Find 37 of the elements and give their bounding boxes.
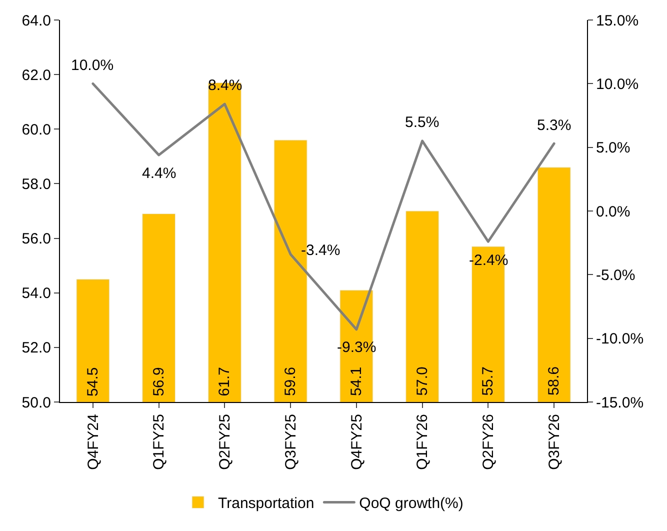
data-label: 10.0%: [71, 57, 114, 74]
x-tick-label: Q1FY26: [414, 414, 432, 470]
y2-tick-label: -5.0%: [596, 266, 636, 284]
x-tick-label: Q1FY25: [150, 414, 168, 470]
x-tick-label: Q2FY26: [480, 414, 498, 470]
data-label: 58.6: [546, 366, 563, 396]
data-label: 5.5%: [405, 114, 440, 131]
legend-label: Transportation: [218, 495, 314, 512]
data-label: 55.7: [480, 366, 497, 396]
y-tick-label: 52.0: [22, 340, 51, 357]
data-label: 54.5: [84, 367, 102, 396]
y2-tick-label: 5.0%: [596, 140, 630, 157]
y2-tick-label: -15.0%: [596, 394, 644, 412]
data-label: 57.0: [414, 366, 431, 396]
y-tick-label: 62.0: [22, 66, 51, 84]
data-label: 59.6: [282, 366, 300, 396]
data-label: 4.4%: [142, 165, 176, 182]
y-tick-label: 54.0: [22, 285, 51, 302]
y2-tick-label: 15.0%: [596, 12, 639, 30]
legend-label: QoQ growth(%): [359, 495, 464, 512]
y2-tick-label: 0.0%: [596, 203, 630, 220]
x-tick-label: Q4FY25: [348, 414, 366, 470]
x-tick-label: Q2FY25: [216, 414, 234, 470]
x-tick-label: Q3FY26: [546, 414, 563, 470]
y2-tick-label: -10.0%: [596, 330, 644, 348]
x-tick-label: Q3FY25: [282, 414, 300, 470]
data-label: 54.1: [348, 366, 365, 396]
data-label: 61.7: [216, 366, 234, 396]
y-tick-label: 64.0: [22, 12, 51, 30]
y2-tick-label: 10.0%: [596, 76, 639, 93]
data-label: 5.3%: [537, 117, 572, 134]
x-tick-label: Q4FY24: [84, 414, 102, 470]
y-tick-label: 60.0: [22, 121, 51, 138]
y-tick-label: 50.0: [22, 394, 51, 412]
y-tick-label: 56.0: [22, 230, 51, 248]
y-tick-label: 58.0: [22, 176, 51, 193]
data-label: 56.9: [150, 367, 168, 396]
